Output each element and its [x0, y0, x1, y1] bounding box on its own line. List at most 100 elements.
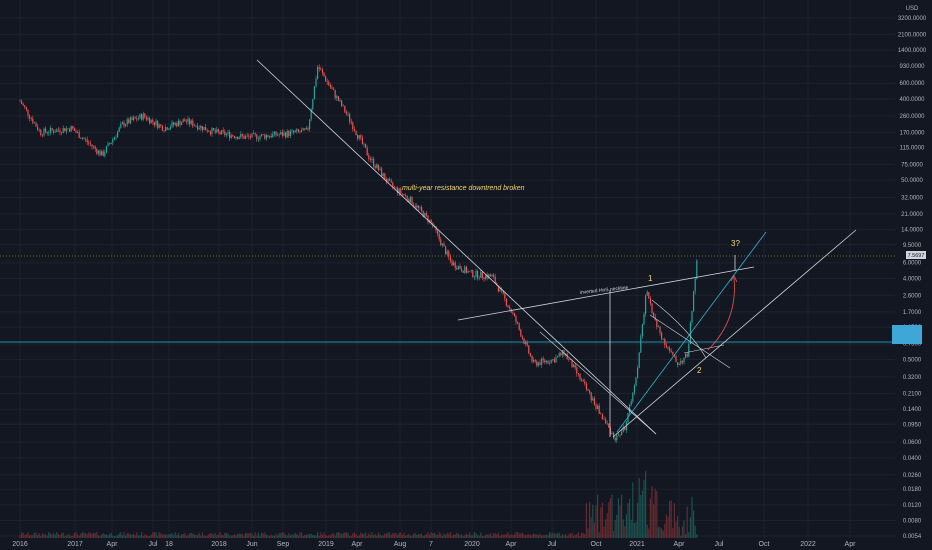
- candle-body: [233, 136, 235, 138]
- candle-body: [192, 120, 194, 127]
- candle-body: [345, 112, 347, 114]
- candle-body: [365, 143, 367, 148]
- candle-body: [377, 164, 379, 171]
- candle-body: [280, 132, 282, 135]
- candle-body: [341, 100, 343, 107]
- candle-body: [197, 125, 199, 130]
- candle-body: [128, 119, 130, 124]
- candle-body: [574, 364, 576, 368]
- candle-body: [201, 125, 203, 131]
- volume-bar: [91, 533, 93, 538]
- volume-bar: [472, 535, 474, 538]
- volume-bar: [224, 532, 226, 538]
- candle-body: [459, 265, 461, 269]
- candle-body: [624, 427, 626, 430]
- candle-body: [569, 359, 571, 360]
- y-tick-label: 930.0000: [899, 64, 925, 70]
- flag-upper-line: [649, 314, 731, 369]
- volume-bar: [411, 535, 413, 538]
- volume-bar: [593, 522, 595, 538]
- volume-bar: [173, 534, 175, 538]
- candle-body: [142, 113, 144, 120]
- candle-body: [387, 178, 389, 182]
- candle-body: [41, 134, 43, 136]
- volume-bar: [96, 532, 98, 538]
- volume-bar: [259, 535, 261, 538]
- volume-bar: [368, 533, 370, 538]
- candle-body: [473, 276, 475, 278]
- candle-body: [605, 419, 607, 424]
- volume-bar: [227, 533, 229, 538]
- candle-body: [409, 196, 411, 203]
- y-tick-label: 400.0000: [899, 97, 925, 103]
- volume-bar: [33, 532, 35, 538]
- annotation-label-3: 3?: [731, 239, 740, 248]
- volume-bar: [363, 533, 365, 538]
- volume-bar: [177, 533, 179, 538]
- volume-bar: [571, 532, 573, 538]
- volume-bar: [449, 532, 451, 538]
- volume-bar: [467, 534, 469, 538]
- candle-body: [153, 122, 155, 125]
- candle-body: [209, 131, 211, 134]
- volume-bar: [336, 532, 338, 538]
- candle-body: [465, 266, 467, 273]
- volume-bar: [521, 532, 523, 538]
- candle-body: [166, 127, 168, 130]
- volume-bar: [342, 532, 344, 538]
- volume-bar: [693, 510, 695, 538]
- candle-body: [269, 136, 271, 137]
- y-tick-label: 0.0180: [903, 487, 922, 493]
- candle-body: [54, 131, 56, 133]
- candle-body: [582, 380, 584, 382]
- candle-body: [560, 353, 562, 356]
- candle-body: [505, 298, 507, 306]
- candle-body: [83, 138, 85, 139]
- volume-bar: [518, 533, 520, 538]
- volume-bar: [40, 535, 42, 538]
- candle-body: [622, 427, 624, 432]
- candle-body: [123, 122, 125, 127]
- candle-body: [270, 136, 272, 138]
- time-axis[interactable]: 2016 2017 Apr Jul 18 2018 Jun Sep 2019 Apr Aug 7 202…: [12, 541, 856, 548]
- volume-bar: [269, 535, 271, 538]
- volume-bar: [144, 534, 146, 538]
- candle-body: [472, 270, 474, 278]
- price-axis[interactable]: 3200.0000 2100.0000 1400.0000 930.0000 600.0…: [898, 16, 927, 540]
- candle-body: [152, 119, 154, 123]
- volume-bar: [339, 532, 341, 538]
- volume-bar: [286, 535, 288, 538]
- candle-body: [238, 137, 240, 140]
- candle-body: [533, 360, 535, 362]
- candle-body: [88, 142, 90, 144]
- candle-body: [309, 119, 311, 130]
- candle-body: [38, 129, 40, 131]
- volume-bar: [145, 535, 147, 538]
- volume-bar: [155, 532, 157, 538]
- volume-bar: [461, 534, 463, 538]
- volume-bar: [72, 535, 74, 538]
- candle-body: [331, 87, 333, 89]
- candle-body: [635, 377, 637, 386]
- volume-bar: [382, 535, 384, 538]
- candle-body: [24, 105, 26, 108]
- volume-bar: [121, 535, 123, 538]
- volume-bar: [353, 532, 355, 538]
- candle-body: [104, 152, 106, 156]
- candle-body: [592, 398, 594, 401]
- currency-label: USD: [906, 6, 919, 12]
- x-tick-label: Oct: [759, 541, 770, 548]
- candle-body: [158, 124, 160, 128]
- volume-bar: [637, 502, 639, 538]
- volume-bar: [181, 534, 183, 538]
- candle-body: [528, 345, 530, 354]
- candle-body: [619, 434, 621, 436]
- volume-bar: [494, 533, 496, 538]
- volume-bar: [163, 533, 165, 538]
- candle-body: [163, 130, 165, 132]
- volume-bar: [392, 533, 394, 538]
- volume-bar: [627, 503, 629, 538]
- volume-bar: [478, 535, 480, 538]
- candle-body: [355, 130, 357, 135]
